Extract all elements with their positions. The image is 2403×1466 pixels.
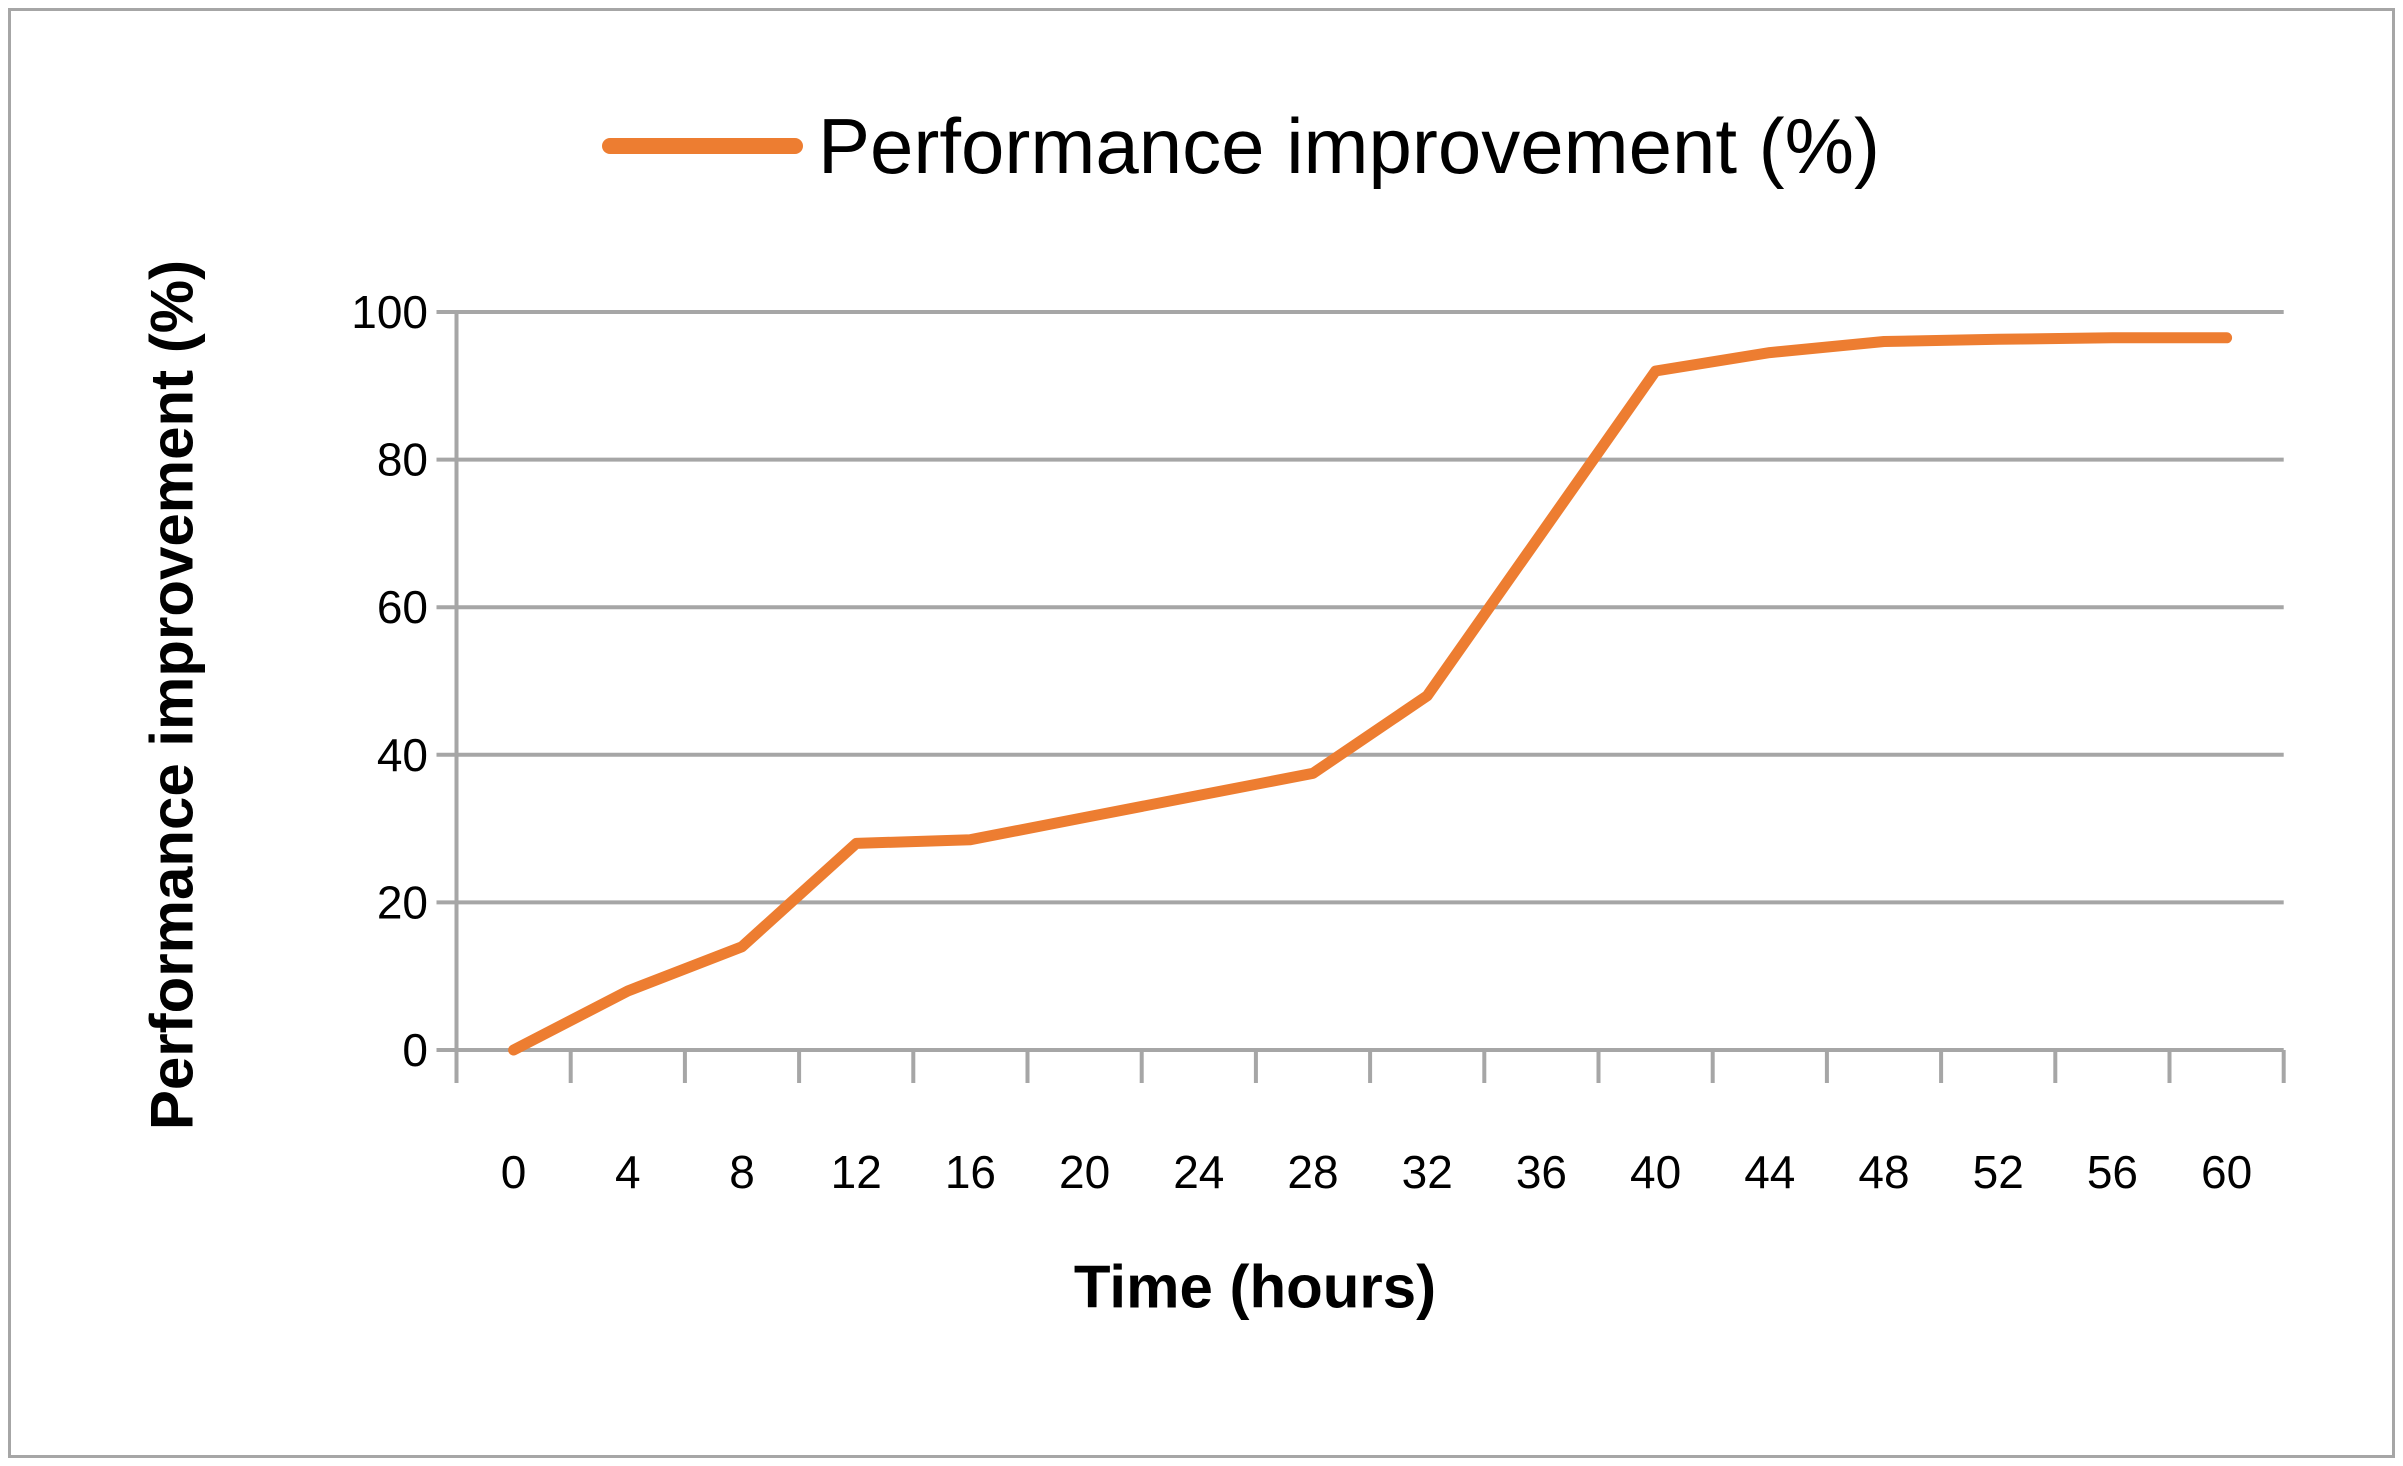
y-axis-title: Performance improvement (%) [139,260,206,1130]
x-tick-label-4: 4 [615,1146,641,1198]
x-tick-label-36: 36 [1516,1146,1567,1198]
x-tick-label-44: 44 [1744,1146,1795,1198]
x-axis-tick-labels: 0 4 8 12 16 20 24 28 32 36 40 44 48 52 56 60 [501,1146,2252,1198]
x-tick-label-32: 32 [1402,1146,1453,1198]
y-tick-label-40: 40 [377,729,428,781]
x-tick-label-16: 16 [945,1146,996,1198]
y-tick-label-100: 100 [351,286,428,338]
x-tick-label-52: 52 [1973,1146,2024,1198]
x-tick-label-12: 12 [831,1146,882,1198]
x-tick-label-20: 20 [1059,1146,1110,1198]
performance-improvement-series-line [508,332,2233,1056]
y-tick-label-60: 60 [377,581,428,633]
legend: Performance improvement (%) [602,102,1880,190]
y-tick-label-80: 80 [377,434,428,486]
x-tick-label-40: 40 [1630,1146,1681,1198]
y-axis-tick-labels: 0 20 40 60 80 100 [351,286,428,1076]
horizontal-gridlines [436,310,2284,1052]
x-tick-label-8: 8 [729,1146,755,1198]
x-tick-label-48: 48 [1858,1146,1909,1198]
y-tick-label-20: 20 [377,876,428,928]
x-tick-label-28: 28 [1287,1146,1338,1198]
x-tick-label-56: 56 [2087,1146,2138,1198]
x-axis-boundary-ticks [454,1050,2286,1083]
x-tick-label-60: 60 [2201,1146,2252,1198]
legend-label: Performance improvement (%) [818,102,1880,190]
x-tick-label-0: 0 [501,1146,527,1198]
y-tick-label-0: 0 [402,1024,428,1076]
x-tick-label-24: 24 [1173,1146,1224,1198]
series-polyline [508,332,2233,1056]
x-axis-title: Time (hours) [1074,1254,1436,1321]
